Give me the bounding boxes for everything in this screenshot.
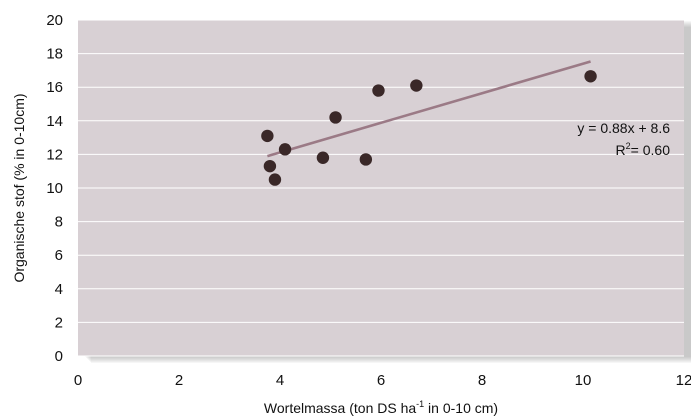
data-point — [268, 173, 282, 186]
x-tick-label: 2 — [175, 372, 183, 389]
x-tick-label: 12 — [676, 372, 691, 389]
data-point — [261, 129, 274, 143]
x-axis-title-main: Wortelmassa (ton DS ha — [264, 400, 416, 416]
y-tick-labels: 0 2 4 6 8 10 12 14 16 18 20 — [46, 12, 63, 365]
x-tick-label: 0 — [74, 372, 82, 389]
y-tick-label: 4 — [55, 281, 63, 298]
data-point — [278, 143, 292, 156]
r2-letter: R — [616, 142, 626, 158]
y-axis-title: Organische stof (% in 0-10cm) — [11, 93, 27, 282]
x-tick-label: 10 — [575, 372, 592, 389]
r2-value: = 0.60 — [631, 142, 671, 158]
x-tick-label: 4 — [276, 372, 284, 389]
data-points — [261, 70, 597, 186]
data-point — [584, 70, 597, 83]
data-point — [372, 84, 385, 97]
y-tick-label: 2 — [55, 314, 63, 331]
y-tick-label: 10 — [46, 180, 63, 197]
data-point — [316, 151, 330, 164]
y-tick-label: 18 — [46, 46, 63, 63]
y-tick-label: 20 — [46, 12, 63, 29]
x-axis-title-superscript: -1 — [416, 399, 424, 409]
y-tick-label: 6 — [55, 247, 63, 264]
trendline-equation: y = 0.88x + 8.6 — [577, 120, 670, 136]
y-tick-label: 14 — [46, 113, 63, 130]
r2-superscript: 2 — [626, 141, 631, 151]
data-point — [410, 79, 423, 92]
x-tick-label: 8 — [478, 372, 486, 389]
x-axis-title: Wortelmassa (ton DS ha-1 in 0-10 cm) — [264, 399, 498, 416]
r-squared-label: R2= 0.60 — [616, 141, 671, 158]
x-axis-title-tail: in 0-10 cm) — [424, 400, 498, 416]
data-point — [263, 159, 277, 173]
y-tick-label: 8 — [55, 214, 63, 231]
trendline — [267, 60, 591, 158]
y-tick-label: 16 — [46, 79, 63, 96]
data-point — [359, 153, 373, 166]
y-tick-label: 0 — [55, 348, 63, 365]
data-point — [329, 111, 342, 124]
x-tick-label: 6 — [377, 372, 385, 389]
x-tick-labels: 0 2 4 6 8 10 12 — [74, 372, 691, 389]
y-tick-label: 12 — [46, 146, 63, 163]
